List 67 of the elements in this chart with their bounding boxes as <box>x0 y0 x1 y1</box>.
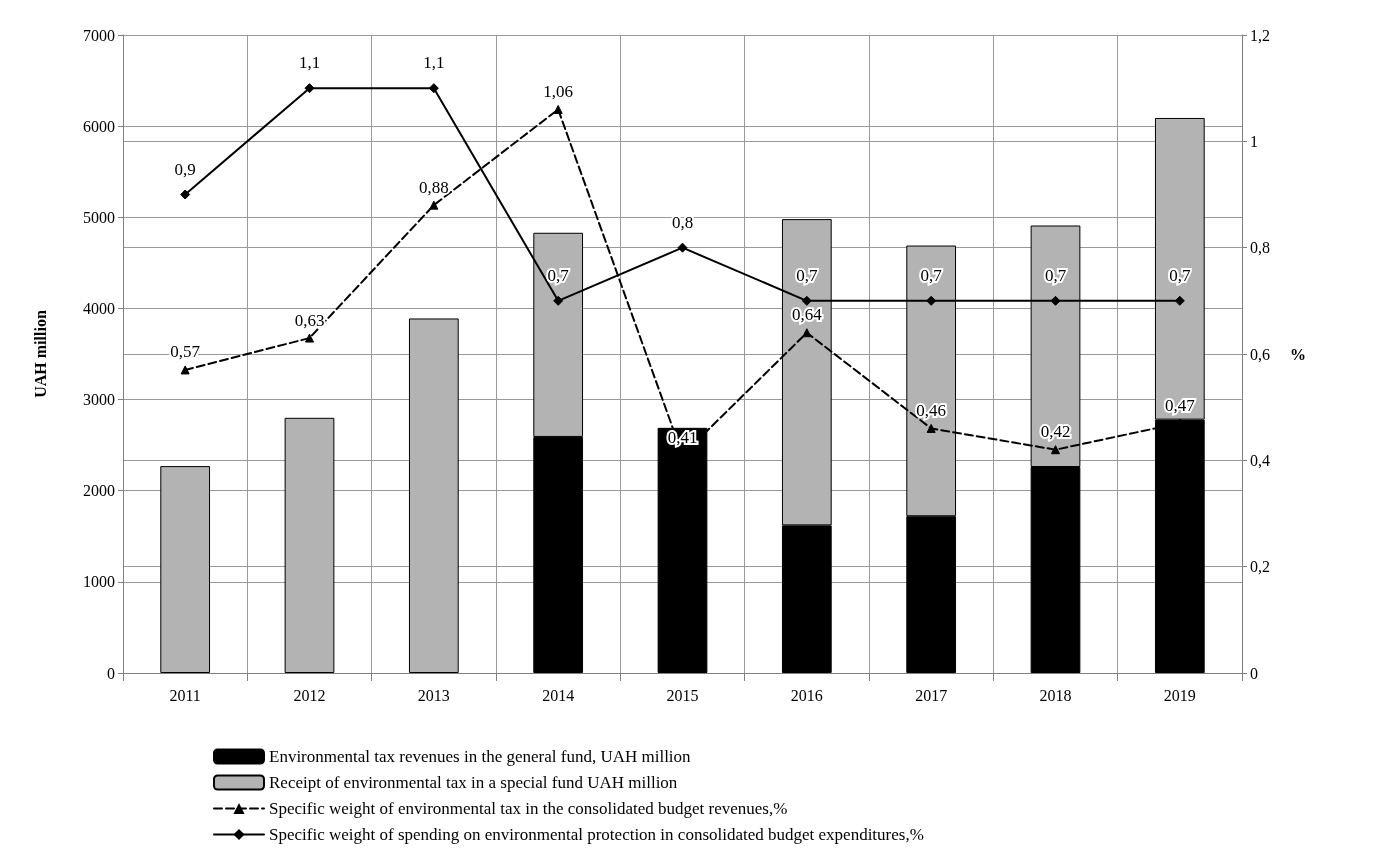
x-tick-label: 2018 <box>1039 686 1072 704</box>
y-tick-label: 5000 <box>83 208 115 226</box>
y-tick-label: 7000 <box>83 26 115 44</box>
y2-tick-label: 0 <box>1250 664 1258 682</box>
y-tick-label: 6000 <box>83 117 115 135</box>
point <box>553 104 563 114</box>
data-label: 1,1 <box>423 53 445 73</box>
data-label: 0,88 <box>418 177 449 197</box>
point <box>429 200 439 210</box>
point <box>553 295 564 306</box>
data-label: 1,06 <box>543 81 574 101</box>
point <box>926 295 937 306</box>
point <box>1174 295 1185 306</box>
x-tick-label: 2016 <box>790 686 823 704</box>
y2-tick-label: 1 <box>1250 132 1258 150</box>
data-label: 0,7 <box>547 265 570 285</box>
y-tick-label: 1000 <box>83 573 115 591</box>
legend-label: Environmental tax revenues in the general fund, UAH million <box>269 747 692 766</box>
legend-label: Specific weight of environmental tax in the consolidated budget revenues,% <box>269 799 788 818</box>
point <box>1050 295 1061 306</box>
bar <box>408 318 459 673</box>
legend-label: Receipt of environmental tax in a special fund UAH million <box>269 773 678 792</box>
data-label: 0,64 <box>791 305 823 325</box>
y-tick-label: 4000 <box>83 299 115 317</box>
y-tick-label: 3000 <box>83 391 115 409</box>
x-tick-label: 2015 <box>666 686 699 704</box>
data-label: 0,47 <box>1164 395 1196 415</box>
data-label: 0,7 <box>1169 265 1191 285</box>
bar <box>160 466 211 673</box>
x-tick-label: 2014 <box>542 686 575 704</box>
point <box>1051 445 1060 455</box>
data-label: 0,7 <box>1044 265 1067 285</box>
x-tick-label: 2019 <box>1163 686 1196 704</box>
y-tick-label: 2000 <box>83 482 115 500</box>
y2-tick-label: 0,6 <box>1250 345 1270 363</box>
x-tick-label: 2017 <box>915 686 948 704</box>
point <box>304 83 315 94</box>
x-tick-label: 2013 <box>417 686 450 704</box>
bar <box>284 417 335 673</box>
y-tick-label: 0 <box>107 664 115 682</box>
data-label: 0,57 <box>170 342 201 362</box>
point <box>801 295 812 306</box>
x-tick-label: 2012 <box>293 686 326 704</box>
legend-label: Specific weight of spending on environmental protection in consolidated budget expenditures,% <box>269 825 924 844</box>
data-label: 0,46 <box>916 400 947 420</box>
data-label: 0,41 <box>667 427 698 447</box>
y2-tick-label: 0,8 <box>1250 239 1270 257</box>
data-label: 0,7 <box>796 265 818 285</box>
point <box>428 83 439 94</box>
data-label: 0,63 <box>294 310 325 330</box>
data-label: 1,1 <box>298 53 321 73</box>
y2-axis-title: % <box>1290 345 1306 363</box>
data-label: 0,7 <box>920 265 943 285</box>
point <box>926 423 936 433</box>
y2-tick-label: 0,4 <box>1250 451 1270 469</box>
y-axis-title: UAH million <box>31 310 49 398</box>
point <box>305 333 314 343</box>
y2-tick-label: 1,2 <box>1250 26 1270 44</box>
point <box>180 189 191 200</box>
point <box>180 365 190 375</box>
data-label: 0,8 <box>671 212 694 232</box>
y2-tick-label: 0,2 <box>1250 558 1270 576</box>
point <box>802 328 812 338</box>
data-label: 0,42 <box>1040 422 1071 442</box>
data-label: 0,9 <box>174 159 196 179</box>
x-tick-label: 2011 <box>169 686 201 704</box>
point <box>677 242 688 253</box>
